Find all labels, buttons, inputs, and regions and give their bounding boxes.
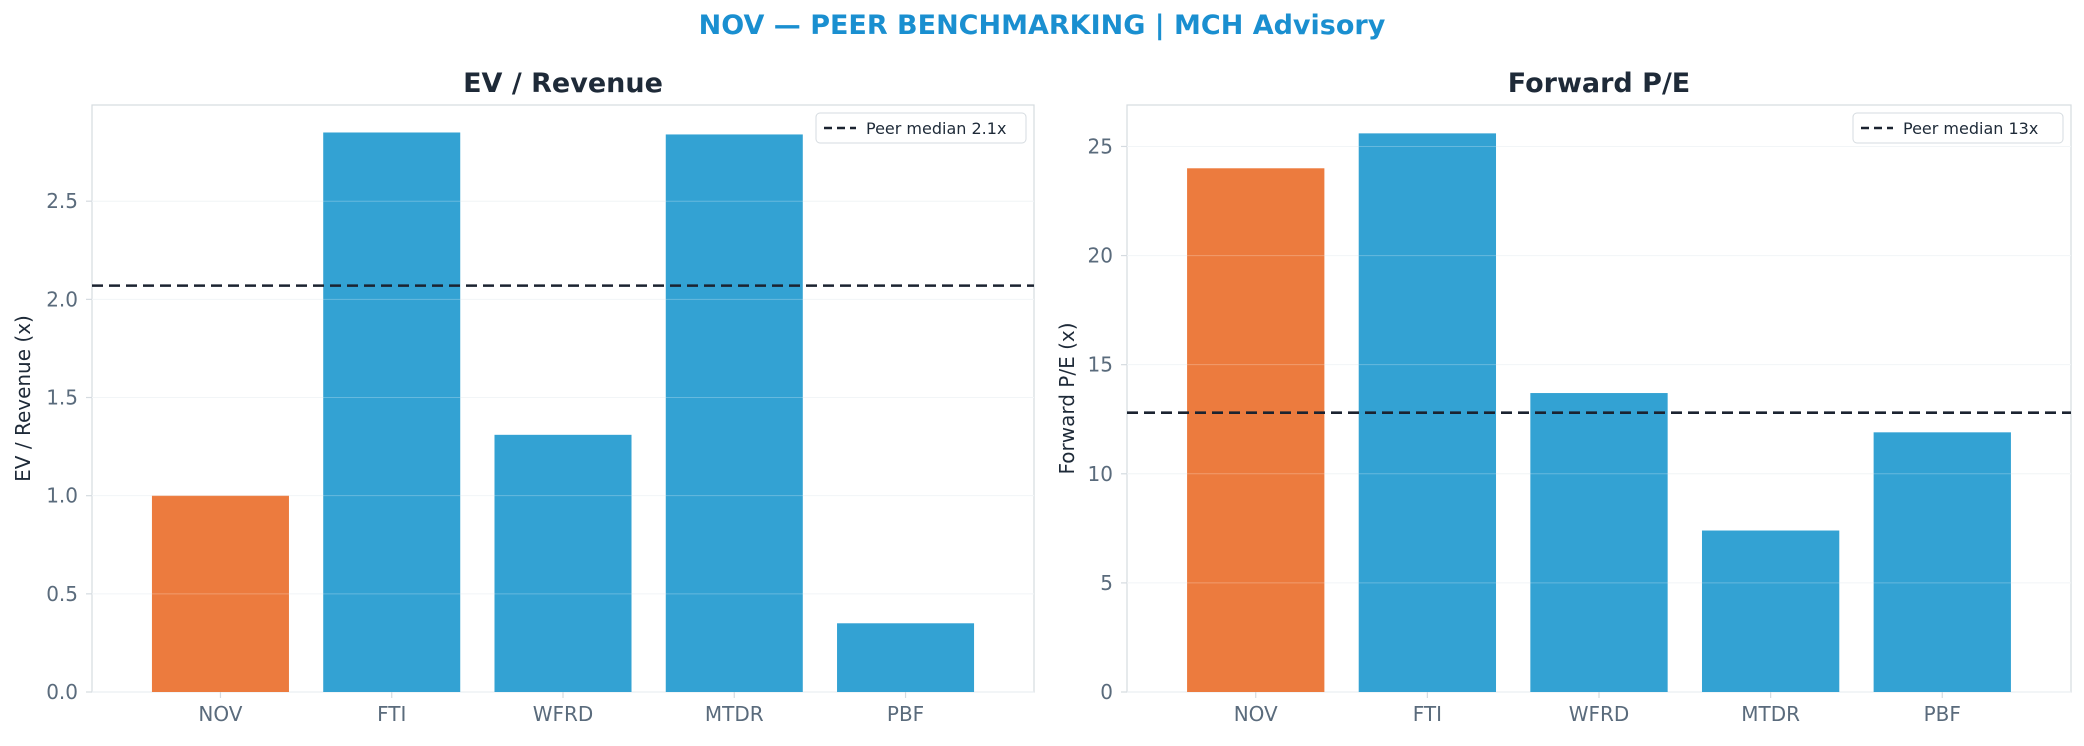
y-axis-label: Forward P/E (x) — [1055, 322, 1079, 474]
legend-label: Peer median 2.1x — [866, 119, 1006, 138]
bar-pbf — [1873, 432, 2011, 692]
x-tick-label-pbf: PBF — [887, 702, 924, 726]
x-tick-label-mtdr: MTDR — [705, 702, 764, 726]
y-axis-label: EV / Revenue (x) — [11, 315, 35, 482]
x-tick-label-nov: NOV — [198, 702, 242, 726]
legend: Peer median 13x — [1852, 112, 2064, 144]
bar-wfrd — [1530, 393, 1668, 692]
figure-title: NOV — PEER BENCHMARKING | MCH Advisory — [699, 10, 1386, 41]
y-tick-label: 20 — [1088, 244, 1113, 268]
bar-nov — [151, 495, 289, 692]
x-tick-label-fti: FTI — [377, 702, 406, 726]
y-tick-label: 1.5 — [46, 386, 78, 410]
x-tick-label-pbf: PBF — [1924, 702, 1961, 726]
bar-mtdr — [1701, 530, 1840, 692]
x-tick-label-nov: NOV — [1234, 702, 1278, 726]
bar-fti — [323, 132, 461, 692]
y-tick-label: 1.0 — [46, 484, 78, 508]
x-tick-label-mtdr: MTDR — [1741, 702, 1800, 726]
y-tick-label: 5 — [1100, 571, 1113, 595]
legend-box — [1852, 112, 2064, 144]
y-tick-label: 0.5 — [46, 582, 78, 606]
bar-nov — [1187, 168, 1325, 692]
x-tick-label-wfrd: WFRD — [533, 702, 594, 726]
bar-pbf — [837, 623, 975, 692]
bar-mtdr — [665, 134, 803, 692]
bar-wfrd — [494, 434, 632, 692]
panel-title: Forward P/E — [1508, 68, 1691, 99]
x-tick-label-fti: FTI — [1413, 702, 1442, 726]
chart-panel-forward-pe: 0 5 10 15 20 25 NOV FTI WFRD MTDR PBF Forward P/E Fo… — [1055, 68, 2072, 726]
y-tick-label: 15 — [1088, 353, 1113, 377]
y-tick-label: 0.0 — [46, 680, 78, 704]
chart-panel-ev-revenue: 0.0 0.5 1.0 1.5 2.0 2.5 NOV FTI WFRD MTDR PBF EV / … — [11, 68, 1035, 726]
y-tick-label: 0 — [1100, 680, 1113, 704]
y-tick-label: 10 — [1088, 462, 1113, 486]
panel-title: EV / Revenue — [463, 68, 663, 99]
x-tick-label-wfrd: WFRD — [1569, 702, 1630, 726]
y-tick-label: 2.0 — [46, 287, 78, 311]
legend-label: Peer median 13x — [1903, 119, 2038, 138]
legend-box — [815, 112, 1027, 144]
y-tick-label: 25 — [1088, 134, 1113, 158]
legend: Peer median 2.1x — [815, 112, 1027, 144]
y-tick-label: 2.5 — [46, 189, 78, 213]
